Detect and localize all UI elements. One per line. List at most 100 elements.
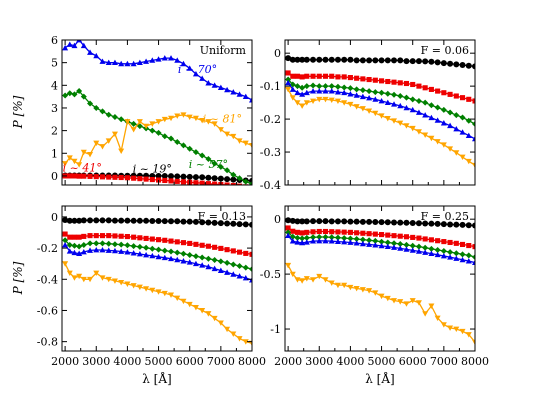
data-point — [397, 233, 403, 239]
data-point — [328, 280, 335, 286]
data-point — [285, 225, 291, 231]
data-point — [397, 120, 404, 127]
x-tick-label: 4000 — [336, 355, 364, 368]
data-point — [118, 116, 125, 123]
data-point — [372, 219, 379, 226]
y-tick-label: -0.3 — [260, 146, 281, 159]
data-point — [341, 84, 348, 91]
data-point — [87, 240, 94, 247]
data-point — [62, 237, 69, 244]
data-point — [384, 116, 391, 122]
data-point — [143, 235, 149, 241]
data-point — [359, 240, 366, 247]
data-point — [224, 269, 231, 275]
data-point — [391, 79, 397, 85]
data-point — [447, 325, 454, 331]
data-point — [428, 303, 435, 309]
panel-0: 0 1 2 3 4 5 6 Uniform i ~ 70° i ~ 81° i ~ 57° i ~ 4… — [51, 34, 253, 186]
data-point — [162, 177, 168, 184]
series-group — [62, 40, 252, 185]
data-point — [379, 232, 385, 238]
data-point — [459, 62, 466, 69]
y-tick-label: 4 — [51, 79, 58, 92]
data-point — [453, 125, 460, 132]
data-point — [174, 249, 181, 256]
data-point — [347, 85, 354, 92]
data-point — [289, 95, 296, 101]
data-point — [80, 42, 87, 49]
data-point — [205, 263, 212, 270]
ylabel-top: P [%] — [11, 95, 25, 129]
data-point — [428, 220, 435, 227]
data-point — [80, 149, 87, 156]
data-point — [230, 133, 237, 140]
data-point — [130, 283, 137, 289]
data-point — [440, 142, 447, 148]
data-point — [303, 234, 310, 241]
data-point — [378, 219, 385, 226]
data-point — [440, 322, 447, 328]
data-point — [289, 86, 296, 92]
data-point — [217, 220, 224, 227]
data-point — [285, 55, 292, 62]
data-point — [472, 339, 475, 346]
data-point — [205, 174, 212, 181]
data-point — [211, 256, 218, 263]
y-tick-label: -0.2 — [37, 242, 58, 255]
data-point — [162, 237, 168, 243]
data-point — [230, 271, 237, 277]
data-point — [285, 87, 292, 93]
data-point — [149, 127, 156, 134]
data-point — [459, 241, 466, 247]
data-point — [242, 264, 249, 271]
data-point — [106, 174, 112, 180]
data-point — [199, 180, 205, 185]
data-point — [205, 255, 212, 262]
data-point — [303, 83, 310, 90]
data-point — [236, 138, 243, 144]
data-point — [118, 174, 124, 181]
data-point — [93, 174, 99, 180]
data-point — [299, 235, 306, 242]
data-point — [87, 217, 94, 224]
data-point — [304, 229, 310, 235]
data-point — [341, 229, 347, 235]
data-point — [124, 60, 131, 67]
data-point — [366, 231, 372, 237]
plot-frame — [61, 39, 253, 186]
data-point — [106, 233, 112, 239]
data-point — [334, 282, 341, 289]
data-point — [230, 261, 237, 268]
data-point — [87, 173, 93, 179]
series-group — [285, 55, 475, 169]
data-point — [131, 175, 137, 181]
data-point — [161, 116, 168, 123]
y-tick-label: -0.4 — [37, 273, 58, 286]
data-point — [99, 246, 106, 253]
data-point — [193, 180, 199, 185]
series-annotation: i ~ 57° — [189, 158, 228, 171]
data-point — [168, 55, 175, 61]
data-point — [303, 100, 310, 106]
data-point — [384, 99, 391, 106]
data-point — [192, 115, 199, 122]
data-point — [105, 59, 112, 66]
data-point — [130, 250, 137, 256]
data-point — [285, 76, 292, 83]
data-point — [155, 56, 162, 62]
data-point — [161, 254, 168, 261]
data-point — [397, 245, 404, 251]
data-point — [294, 56, 301, 63]
data-point — [143, 286, 150, 292]
data-point — [230, 89, 237, 95]
data-point — [285, 79, 292, 86]
data-point — [391, 240, 398, 247]
data-point — [303, 89, 310, 96]
data-point — [303, 276, 310, 282]
data-point — [174, 173, 181, 180]
data-point — [124, 249, 131, 255]
data-point — [409, 96, 416, 103]
data-point — [341, 235, 348, 242]
x-tick-label: 7000 — [430, 355, 458, 368]
